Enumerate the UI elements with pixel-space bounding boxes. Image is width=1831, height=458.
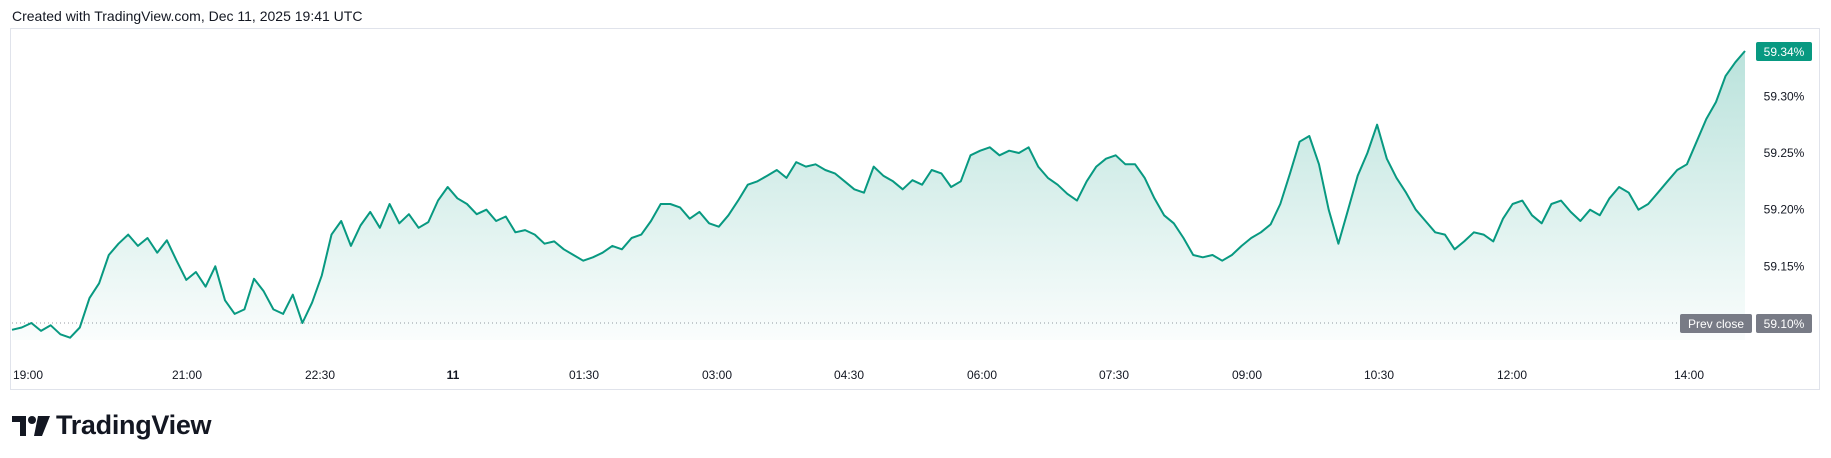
price-area-fill (12, 51, 1745, 340)
x-tick-label: 19:00 (13, 368, 43, 382)
x-tick-label: 12:00 (1497, 368, 1527, 382)
x-tick-label: 03:00 (702, 368, 732, 382)
chart-caption: Created with TradingView.com, Dec 11, 20… (12, 8, 363, 24)
chart-area[interactable]: 19:00 21:00 22:30 11 01:30 03:00 04:30 06:00 07:… (0, 0, 1831, 400)
x-tick-label: 07:30 (1099, 368, 1129, 382)
prev-close-label-badge: Prev close (1688, 317, 1744, 331)
chart-frame (10, 28, 1820, 390)
y-tick-label: 59.25% (1764, 146, 1805, 160)
x-tick-label: 10:30 (1364, 368, 1394, 382)
x-tick-label: 01:30 (569, 368, 599, 382)
prev-close-value-badge-background (1756, 314, 1812, 333)
x-tick-label: 04:30 (834, 368, 864, 382)
x-tick-label: 09:00 (1232, 368, 1262, 382)
last-price-badge-background (1756, 42, 1812, 61)
y-tick-label: 59.20% (1764, 203, 1805, 217)
tradingview-logo-icon (12, 415, 50, 436)
x-tick-label: 14:00 (1674, 368, 1704, 382)
prev-close-label-badge-background (1680, 314, 1752, 333)
x-tick-label: 11 (447, 368, 460, 382)
x-tick-label: 21:00 (172, 368, 202, 382)
brand-name: TradingView (56, 410, 212, 440)
tradingview-logo[interactable]: TradingView (12, 410, 212, 441)
price-series-line (11, 50, 1746, 339)
x-tick-label: 06:00 (967, 368, 997, 382)
y-tick-label: 59.30% (1764, 89, 1805, 103)
y-tick-label: 59.15% (1764, 259, 1805, 273)
last-price-badge: 59.34% (1764, 45, 1805, 59)
prev-close-value-badge: 59.10% (1764, 317, 1805, 331)
x-tick-label: 22:30 (305, 368, 335, 382)
